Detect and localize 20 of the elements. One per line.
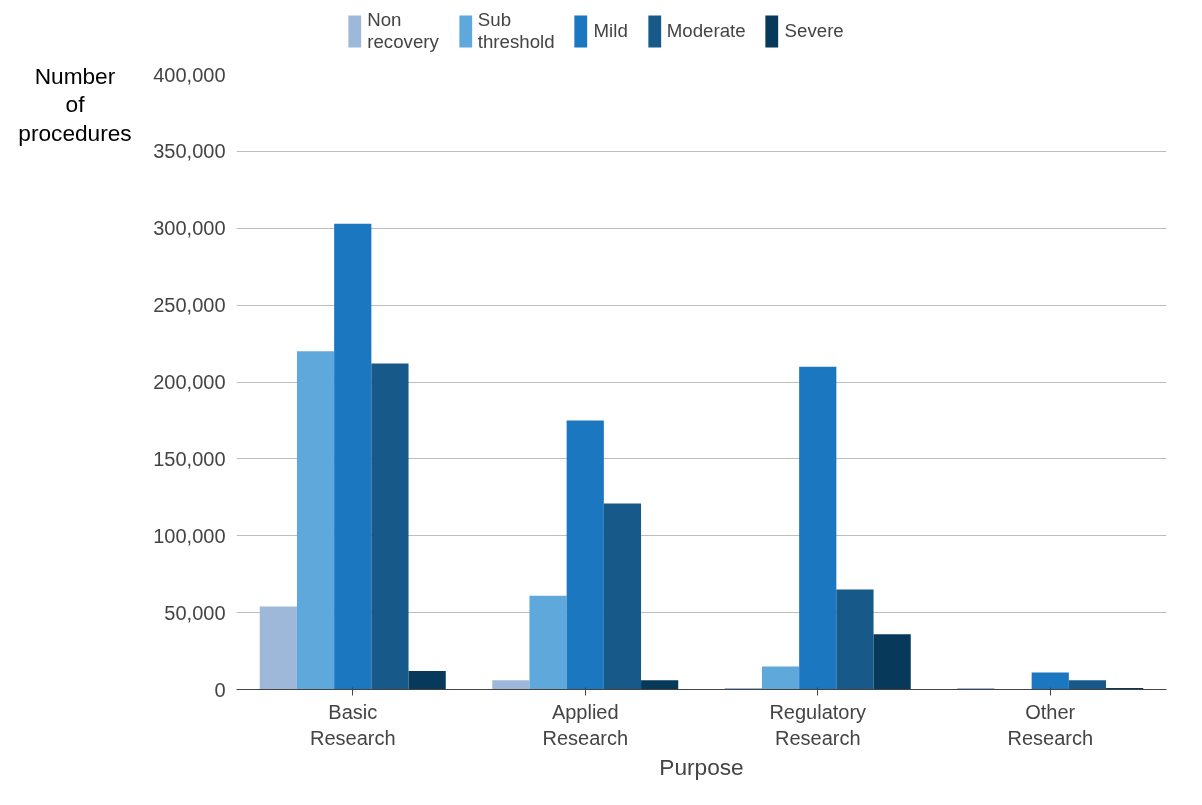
y-tick-label: 200,000 [153,371,226,393]
y-tick-label: 250,000 [153,294,226,317]
legend-label: Severe [784,19,844,43]
y-tick-label: 50,000 [164,601,226,624]
x-tick-label: Applied Research [542,700,629,749]
y-tick-label: 400,000 [153,63,226,86]
y-tick-label: 150,000 [153,447,226,470]
x-axis-title: Purpose [659,753,744,780]
y-tick-label: 0 [214,678,226,701]
legend-label: Mild [593,19,628,43]
y-axis-title: Number of procedures [18,62,132,147]
x-tick-label: Other Research [1007,700,1094,749]
legend-label: Non recovery [367,9,439,53]
legend-label: Sub threshold [477,9,555,53]
y-tick-label: 100,000 [153,524,226,547]
y-tick-label: 300,000 [153,217,226,240]
x-tick-label: Basic Research [309,700,396,749]
x-tick-label: Regulatory Research [769,700,867,749]
y-tick-label: 350,000 [153,140,226,163]
legend-label: Moderate [666,19,746,43]
